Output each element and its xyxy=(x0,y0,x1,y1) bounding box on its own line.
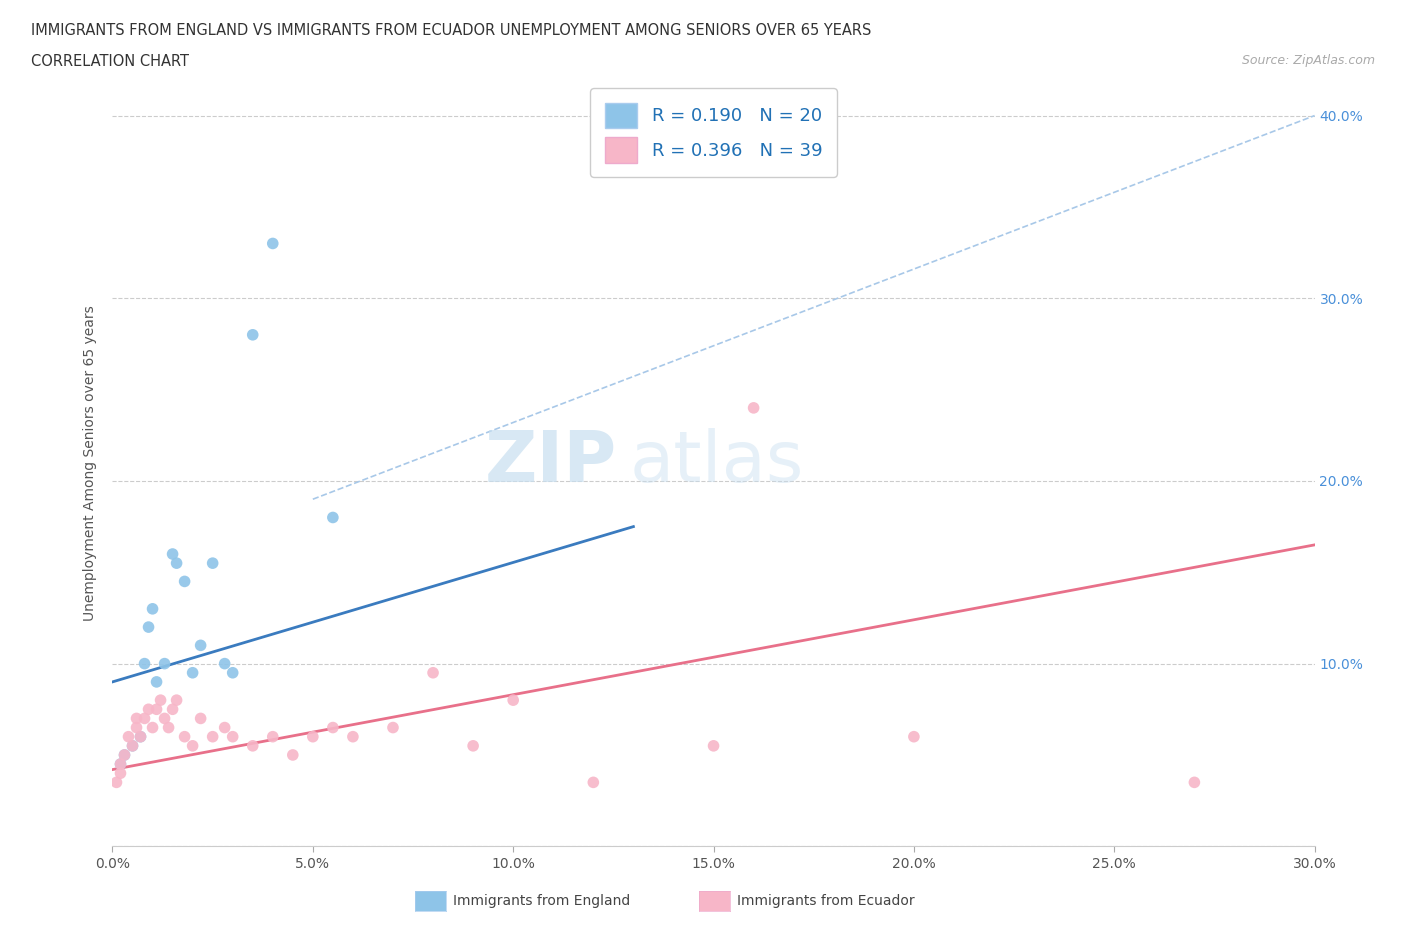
Point xyxy=(129,729,152,744)
Point xyxy=(382,720,405,735)
Point xyxy=(322,510,344,525)
Point xyxy=(138,702,160,717)
Point xyxy=(214,657,236,671)
Point xyxy=(162,547,184,562)
Point xyxy=(702,738,725,753)
Point xyxy=(153,657,176,671)
Point xyxy=(214,720,236,735)
Point xyxy=(141,602,163,617)
Point xyxy=(138,619,160,634)
Point xyxy=(141,720,163,735)
Point xyxy=(134,711,156,726)
Point xyxy=(181,738,204,753)
Point xyxy=(157,720,180,735)
Point xyxy=(117,729,139,744)
Point xyxy=(201,556,224,571)
Point xyxy=(242,327,264,342)
Point xyxy=(125,711,148,726)
Point xyxy=(121,738,143,753)
Point xyxy=(149,693,172,708)
Point xyxy=(461,738,484,753)
Point xyxy=(153,711,176,726)
Point xyxy=(242,738,264,753)
Point xyxy=(129,729,152,744)
Point xyxy=(173,574,195,589)
Point xyxy=(281,748,304,763)
Point xyxy=(502,693,524,708)
Point xyxy=(201,729,224,744)
Text: Immigrants from Ecuador: Immigrants from Ecuador xyxy=(737,894,914,909)
Legend: R = 0.190   N = 20, R = 0.396   N = 39: R = 0.190 N = 20, R = 0.396 N = 39 xyxy=(591,88,837,177)
Point xyxy=(110,765,132,780)
Point xyxy=(145,702,167,717)
Point xyxy=(742,401,765,416)
Y-axis label: Unemployment Among Seniors over 65 years: Unemployment Among Seniors over 65 years xyxy=(83,305,97,620)
Point xyxy=(322,720,344,735)
Point xyxy=(114,748,136,763)
Point xyxy=(110,757,132,772)
Point xyxy=(105,775,128,790)
Point xyxy=(173,729,195,744)
Point xyxy=(903,729,925,744)
Text: atlas: atlas xyxy=(630,428,804,498)
Point xyxy=(222,665,245,680)
Text: IMMIGRANTS FROM ENGLAND VS IMMIGRANTS FROM ECUADOR UNEMPLOYMENT AMONG SENIORS OV: IMMIGRANTS FROM ENGLAND VS IMMIGRANTS FR… xyxy=(31,23,872,38)
Text: CORRELATION CHART: CORRELATION CHART xyxy=(31,54,188,69)
Point xyxy=(114,748,136,763)
Point xyxy=(166,693,188,708)
Text: Immigrants from England: Immigrants from England xyxy=(453,894,630,909)
Point xyxy=(582,775,605,790)
Point xyxy=(162,702,184,717)
Point xyxy=(262,236,284,251)
Point xyxy=(190,638,212,653)
Point xyxy=(166,556,188,571)
Point xyxy=(222,729,245,744)
Point xyxy=(110,757,132,772)
Point xyxy=(125,720,148,735)
Point xyxy=(262,729,284,744)
Point xyxy=(302,729,325,744)
Text: Source: ZipAtlas.com: Source: ZipAtlas.com xyxy=(1241,54,1375,67)
Point xyxy=(145,674,167,689)
Point xyxy=(121,738,143,753)
Point xyxy=(342,729,364,744)
Text: ZIP: ZIP xyxy=(485,428,617,498)
Point xyxy=(422,665,444,680)
Point xyxy=(1184,775,1206,790)
Point xyxy=(134,657,156,671)
Point xyxy=(190,711,212,726)
Point xyxy=(181,665,204,680)
